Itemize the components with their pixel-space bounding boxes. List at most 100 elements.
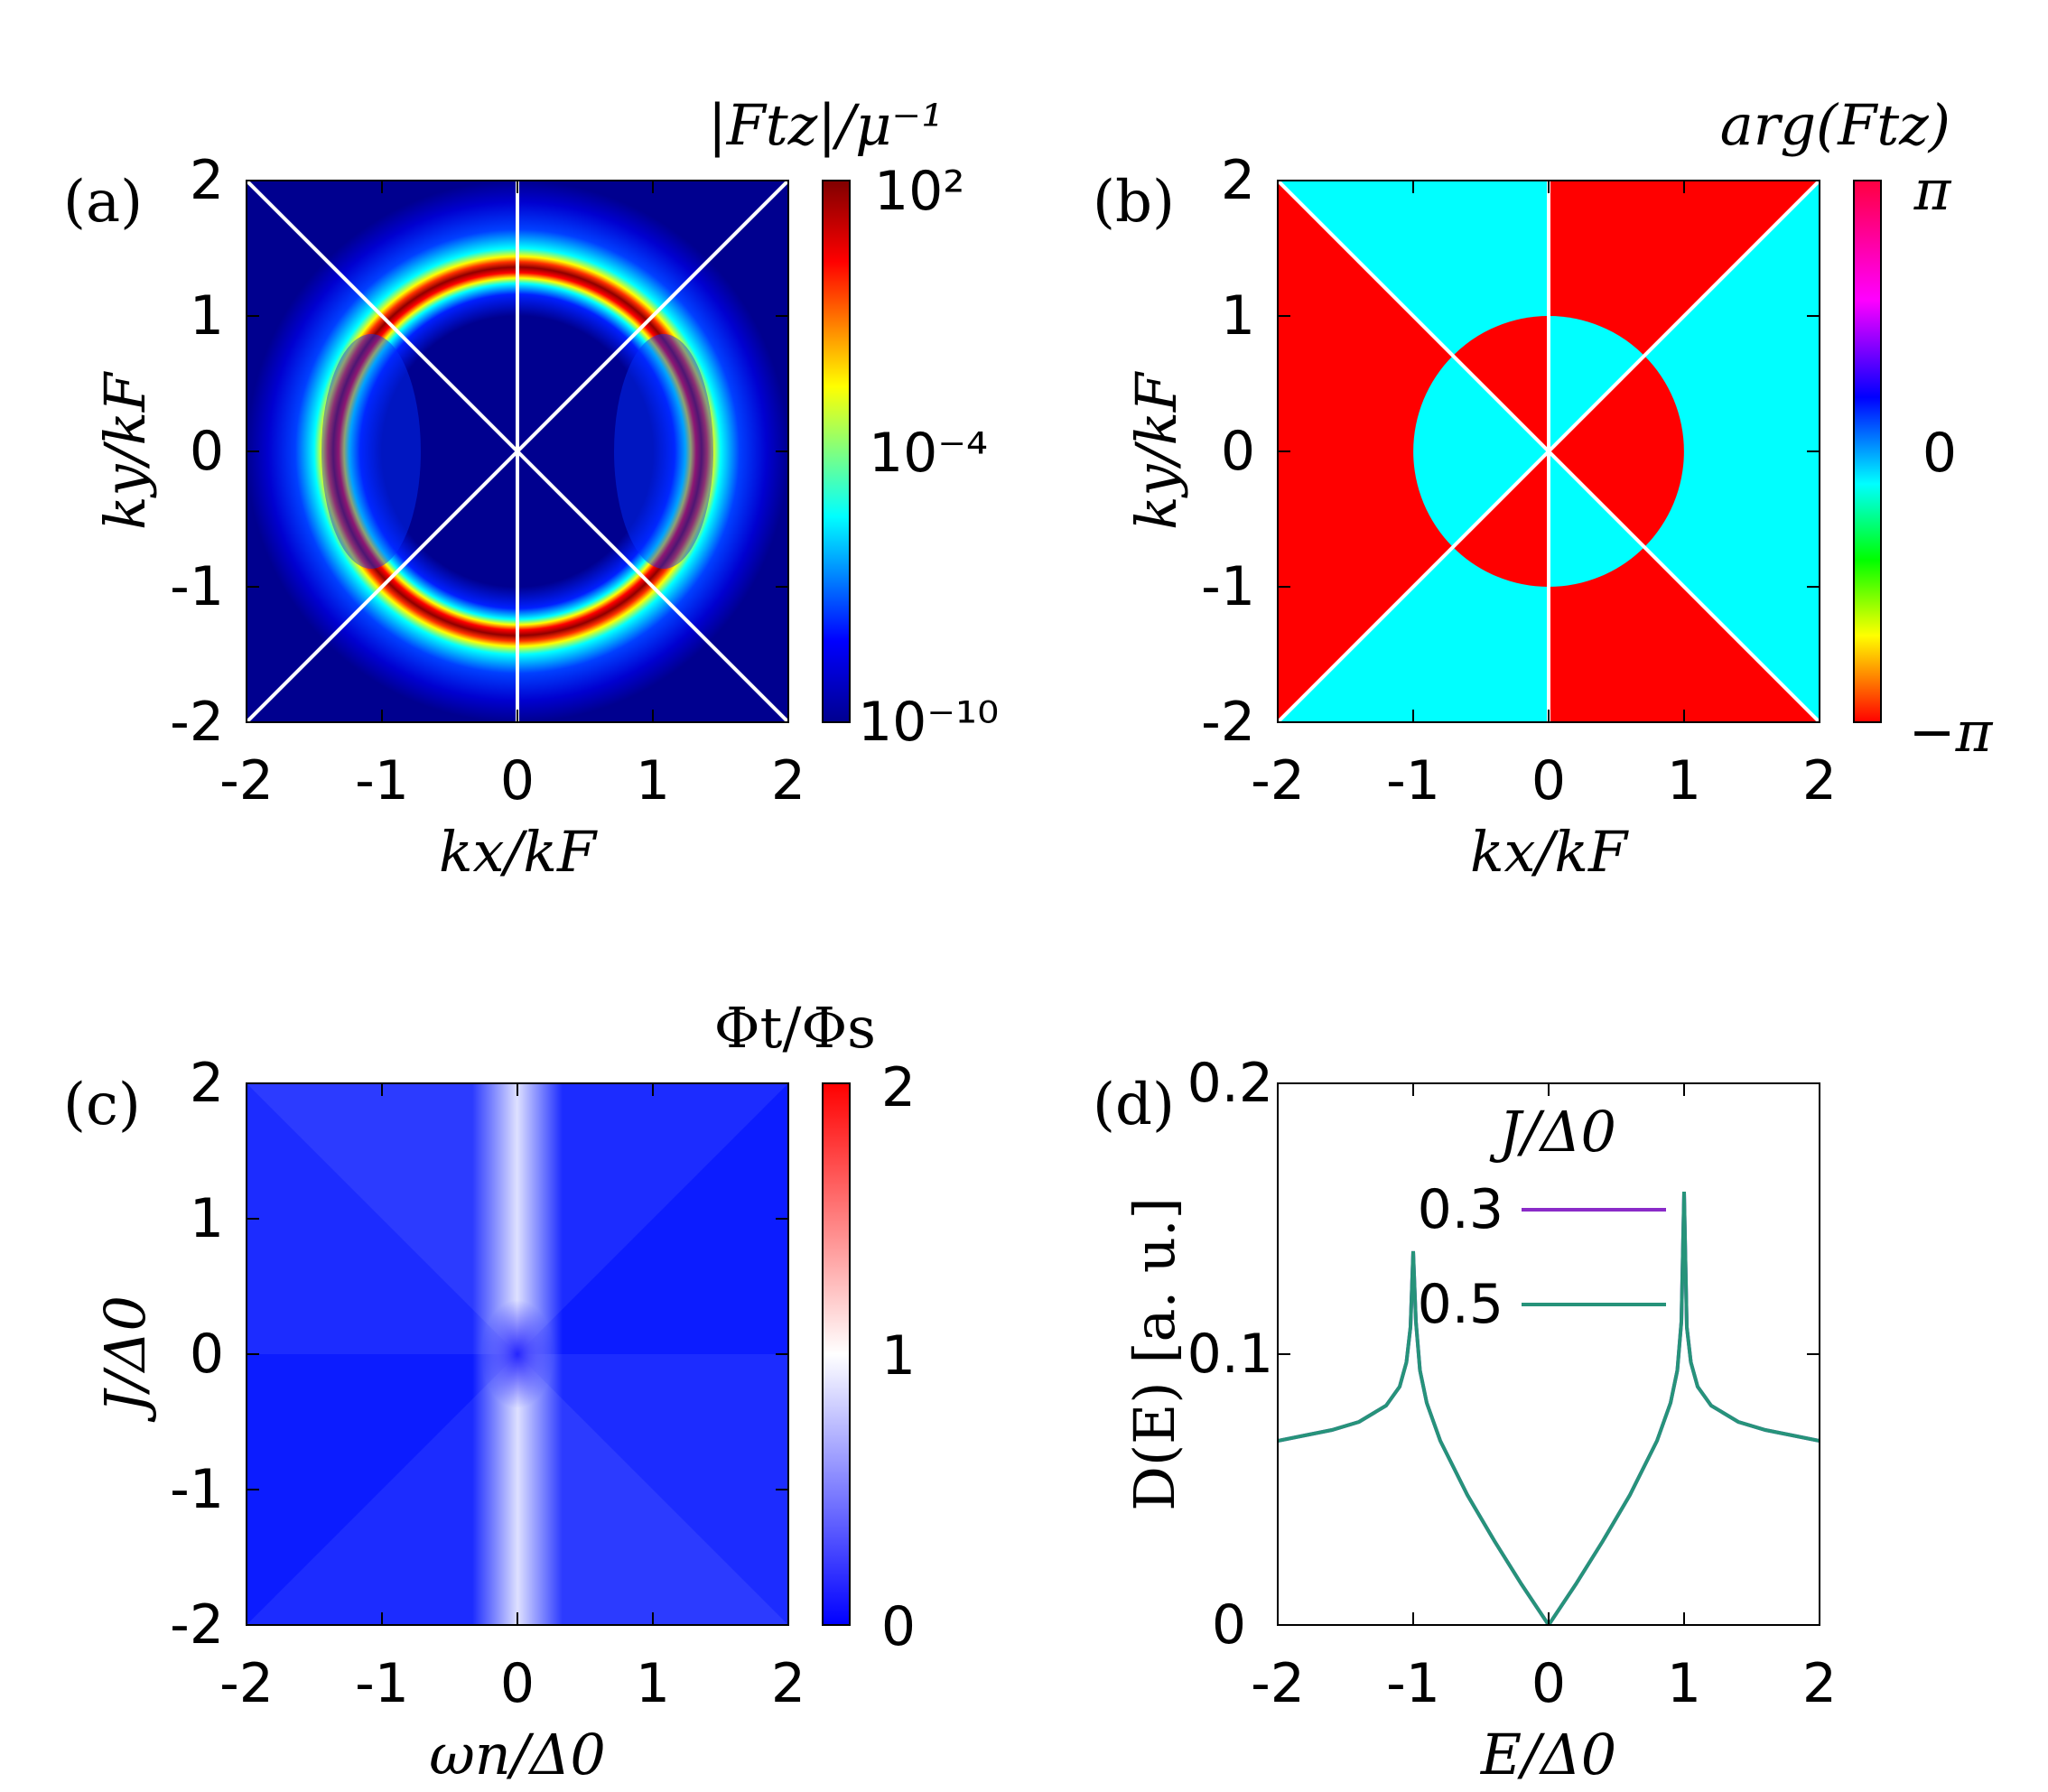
panel-c-shade-upper-right — [517, 1083, 788, 1354]
panel-b-ytick-2: 0 — [1221, 420, 1255, 483]
panel-a-lobe-left — [321, 334, 421, 569]
panel-c-xtick-0: -2 — [219, 1652, 274, 1715]
panel-a-heatmap — [247, 181, 788, 722]
panel-a-lobe-right — [614, 334, 713, 569]
panel-c-ytick-4: 2 — [190, 1052, 224, 1115]
panel-b-ytick-4: 2 — [1221, 149, 1255, 212]
panel-c-ylabel: J/Δ0 — [92, 1295, 158, 1423]
panel-c-cbtick-bottom: 0 — [881, 1595, 916, 1658]
panel-b-disk-top-right — [1549, 316, 1644, 451]
panel-c-xtick-2: 0 — [500, 1652, 535, 1715]
panel-b-colorbar-title: arg(Ftz) — [1720, 92, 1950, 158]
panel-d-series-1-line — [1278, 1191, 1820, 1625]
panel-d: (d) -2 -1 0 1 2 0 0.1 0.2 E/Δ0 D(E) [a. … — [1093, 1052, 1837, 1787]
panel-c-label: (c) — [63, 1072, 141, 1138]
panel-c-ytick-2: 0 — [190, 1323, 224, 1386]
panel-a-ticks — [246, 180, 789, 723]
panel-c-ytick-1: -1 — [170, 1458, 224, 1521]
panel-b-ytick-3: 1 — [1221, 284, 1255, 348]
panel-c-xtick-3: 1 — [636, 1652, 670, 1715]
panel-b: (b) -2 -1 0 1 2 -2 -1 0 1 — [1093, 92, 1994, 885]
panel-c-ticks — [246, 1082, 789, 1626]
panel-c-shade-lower-left — [247, 1354, 517, 1625]
panel-d-xtick-4: 2 — [1802, 1652, 1837, 1715]
panel-d-xtick-3: 1 — [1667, 1652, 1701, 1715]
panel-b-ylabel: ky/kF — [1123, 371, 1189, 530]
panel-a-colorbar-title: |Ftz|/μ⁻¹ — [708, 92, 944, 158]
panel-c-xtick-1: -1 — [355, 1652, 409, 1715]
panel-b-disk-top-left — [1453, 316, 1549, 451]
panel-a-xtick-4: 2 — [771, 749, 805, 812]
panel-a-xtick-2: 0 — [500, 749, 535, 812]
panel-d-xtick-1: -1 — [1386, 1652, 1440, 1715]
panel-b-cbtick-mid: 0 — [1922, 422, 1957, 485]
panel-b-xtick-2: 0 — [1531, 749, 1566, 812]
panel-c-heatmap — [247, 1083, 788, 1625]
panel-b-region-right — [1549, 181, 1820, 722]
panel-c-cbtick-top: 2 — [881, 1056, 916, 1119]
panel-c-colorbar — [822, 1082, 851, 1626]
panel-d-legend-label-1: 0.5 — [1418, 1273, 1503, 1336]
panel-a-ylabel: ky/kF — [92, 371, 158, 530]
panel-a-cbtick-bottom: 10⁻¹⁰ — [858, 691, 999, 754]
panel-d-legend: J/Δ0 0.3 0.5 — [1418, 1099, 1666, 1336]
panel-b-cbtick-top: π — [1913, 157, 1952, 223]
panel-c-shade-lower-right — [517, 1354, 788, 1625]
panel-b-ticks — [1277, 180, 1820, 723]
panel-c-xlabel: ωn/Δ0 — [429, 1722, 606, 1787]
panel-a-ytick-4: 2 — [190, 149, 224, 212]
panel-b-nodal-line-diag2 — [1278, 181, 1820, 722]
panel-a-ytick-3: 1 — [190, 284, 224, 348]
panel-d-label: (d) — [1093, 1072, 1175, 1138]
panel-d-xlabel: E/Δ0 — [1480, 1722, 1616, 1787]
panel-b-xlabel: kx/kF — [1470, 819, 1629, 885]
panel-a-ytick-2: 0 — [190, 420, 224, 483]
panel-d-ylabel: D(E) [a. u.] — [1122, 1197, 1187, 1510]
panel-d-ticks — [1277, 1082, 1820, 1626]
panel-a-xtick-1: -1 — [355, 749, 409, 812]
panel-d-ytick-1: 0.1 — [1187, 1323, 1273, 1386]
panel-d-xtick-2: 0 — [1531, 1652, 1566, 1715]
panel-a-ytick-1: -1 — [170, 555, 224, 618]
panel-b-xtick-1: -1 — [1386, 749, 1440, 812]
panel-c-ytick-0: -2 — [170, 1593, 224, 1657]
panel-b-label: (b) — [1093, 169, 1175, 236]
panel-b-disk-bottom-left — [1453, 451, 1549, 587]
panel-a-label: (a) — [63, 169, 143, 236]
panel-a-cbtick-mid: 10⁻⁴ — [869, 422, 988, 485]
panel-d-xtick-0: -2 — [1251, 1652, 1305, 1715]
panel-c-colorbar-title: Φt/Φs — [714, 995, 876, 1061]
panel-c: (c) -2 -1 0 1 2 -2 -1 0 1 2 ωn/Δ0 J/Δ0 Φ… — [63, 995, 916, 1787]
panel-b-inner-disk — [1413, 316, 1684, 587]
panel-b-colorbar — [1853, 180, 1882, 723]
panel-d-plot-area — [1278, 1083, 1820, 1625]
panel-d-legend-label-0: 0.3 — [1418, 1178, 1503, 1241]
panel-a-xlabel: kx/kF — [439, 819, 598, 885]
panel-a-cbtick-top: 10² — [874, 160, 964, 223]
panel-d-legend-title: J/Δ0 — [1489, 1099, 1616, 1165]
panel-a-xtick-3: 1 — [636, 749, 670, 812]
panel-b-cbtick-bottom: −π — [1909, 699, 1994, 765]
panel-b-disk-right — [1549, 356, 1684, 547]
panel-c-ytick-3: 1 — [190, 1187, 224, 1250]
panel-b-disk-left — [1413, 356, 1549, 547]
panel-b-disk-bottom-right — [1549, 451, 1644, 587]
panel-b-xtick-4: 2 — [1802, 749, 1837, 812]
panel-a-colorbar — [822, 180, 851, 723]
panel-a-ytick-0: -2 — [170, 691, 224, 754]
panel-c-shade-upper-left — [247, 1083, 517, 1354]
panel-d-ytick-2: 0.2 — [1187, 1052, 1273, 1115]
panel-a: (a) -2 -1 0 1 2 -2 -1 0 1 2 kx/kF ky/kF … — [63, 92, 999, 885]
panel-d-ytick-0: 0 — [1212, 1593, 1246, 1657]
panel-b-ytick-1: -1 — [1201, 555, 1255, 618]
panel-d-series-lines — [1278, 1191, 1820, 1625]
panel-b-heatmap — [1278, 181, 1820, 722]
panel-a-nodal-line-diag2 — [247, 181, 788, 722]
panel-a-xtick-0: -2 — [219, 749, 274, 812]
panel-b-xtick-0: -2 — [1251, 749, 1305, 812]
panel-c-xtick-4: 2 — [771, 1652, 805, 1715]
panel-c-cbtick-mid: 1 — [881, 1324, 916, 1388]
panel-b-xtick-3: 1 — [1667, 749, 1701, 812]
panel-b-ytick-0: -2 — [1201, 691, 1255, 754]
